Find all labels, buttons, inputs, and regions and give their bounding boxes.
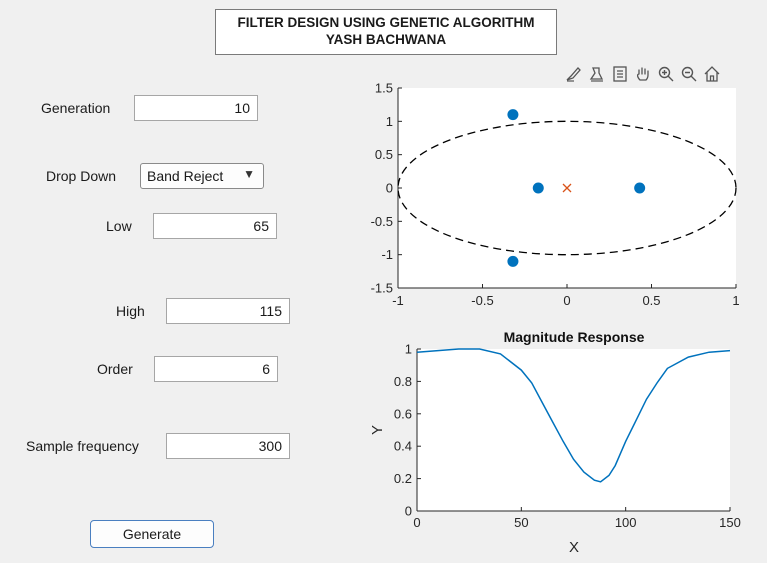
mag-y-tick-label: 0.8 xyxy=(394,374,412,389)
mag-x-label: X xyxy=(569,539,579,556)
zero-marker xyxy=(532,182,544,194)
legend-icon[interactable] xyxy=(609,63,631,85)
app-title-box: FILTER DESIGN USING GENETIC ALGORITHM YA… xyxy=(215,9,557,55)
pole-marker xyxy=(562,183,572,193)
pole-zero-plot[interactable]: -1 -0.5 0 0.5 11.510.50-0.5-1-1.5 xyxy=(360,80,750,310)
brush-icon[interactable] xyxy=(563,63,585,85)
zero-marker xyxy=(507,255,519,267)
zplane-y-tick-label: 1.5 xyxy=(375,81,393,96)
mag-x-tick-label: 100 xyxy=(615,515,637,530)
high-label: High xyxy=(116,303,145,319)
filter-type-dropdown[interactable]: Band Reject ▼ xyxy=(140,163,264,189)
unit-circle xyxy=(397,120,737,256)
dropdown-value: Band Reject xyxy=(147,168,224,184)
generation-label: Generation xyxy=(41,100,111,116)
mag-y-label: Y xyxy=(369,425,386,435)
mag-y-tick-label: 1 xyxy=(405,342,412,357)
zplane-y-tick-label: -1.5 xyxy=(371,281,393,296)
low-field[interactable]: 65 xyxy=(153,213,277,239)
generate-button[interactable]: Generate xyxy=(90,520,214,548)
zplane-y-tick-label: -0.5 xyxy=(371,214,393,229)
app-subtitle: YASH BACHWANA xyxy=(325,32,447,47)
dropdown-label: Drop Down xyxy=(46,168,117,184)
mag-y-tick-label: 0.6 xyxy=(394,406,412,421)
low-label: Low xyxy=(106,218,132,234)
mag-y-tick-label: 0 xyxy=(405,504,412,519)
sample-frequency-field[interactable]: 300 xyxy=(166,433,290,459)
generation-field[interactable]: 10 xyxy=(134,95,258,121)
axes-toolbar xyxy=(563,63,723,85)
zplane-x-tick-label: 0 xyxy=(563,293,570,308)
mag-y-tick-label: 0.4 xyxy=(394,439,412,454)
zplane-y-tick-label: 0.5 xyxy=(375,147,393,162)
zplane-x-tick-label: -0.5 xyxy=(471,293,493,308)
data-tips-icon[interactable] xyxy=(586,63,608,85)
zero-marker xyxy=(507,109,519,121)
app-title: FILTER DESIGN USING GENETIC ALGORITHM xyxy=(237,15,535,30)
mag-y-tick-label: 0.2 xyxy=(394,471,412,486)
zplane-x-tick-label: -1 xyxy=(392,293,404,308)
sample-frequency-label: Sample frequency xyxy=(26,438,139,454)
home-icon[interactable] xyxy=(701,63,723,85)
mag-axes-background xyxy=(417,349,730,511)
zplane-x-tick-label: 0.5 xyxy=(642,293,660,308)
order-label: Order xyxy=(97,361,133,377)
magnitude-line xyxy=(416,348,731,483)
zoom-in-icon[interactable] xyxy=(655,63,677,85)
zplane-y-tick-label: -1 xyxy=(381,247,393,262)
high-field[interactable]: 115 xyxy=(166,298,290,324)
magnitude-response-plot[interactable]: Magnitude Response 0 50 100 150 1 0.8 0.6 0.4 0.… xyxy=(360,322,760,558)
mag-x-tick-label: 150 xyxy=(719,515,741,530)
zero-marker xyxy=(634,182,646,194)
order-field[interactable]: 6 xyxy=(154,356,278,382)
zplane-y-tick-label: 1 xyxy=(386,114,393,129)
zplane-x-tick-label: 1 xyxy=(732,293,739,308)
mag-x-tick-label: 0 xyxy=(413,515,420,530)
chevron-down-icon: ▼ xyxy=(243,167,255,181)
mag-x-tick-label: 50 xyxy=(514,515,528,530)
pan-icon[interactable] xyxy=(632,63,654,85)
zplane-y-tick-label: 0 xyxy=(386,181,393,196)
zoom-out-icon[interactable] xyxy=(678,63,700,85)
magnitude-title: Magnitude Response xyxy=(504,329,645,345)
